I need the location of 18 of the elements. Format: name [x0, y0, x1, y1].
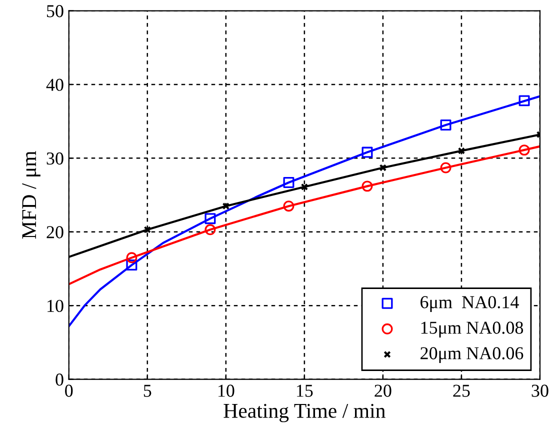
y-tick-label: 10 [48, 300, 64, 312]
y-tick-label: 50 [47, 5, 64, 18]
x-tick-label: 15 [296, 384, 313, 397]
x-tick-label: 0 [65, 384, 73, 397]
legend-label: 20μm NA0.06 [420, 347, 524, 364]
x-tick-label: 30 [532, 384, 548, 397]
y-tick-label: 30 [46, 152, 64, 165]
x-tick-label: 20 [374, 384, 392, 397]
y-axis-title: MFD / μm [22, 150, 40, 239]
x-tick-label: 5 [144, 384, 152, 397]
y-tick-label: 20 [46, 226, 64, 238]
x-tick-label: 25 [453, 384, 470, 397]
y-tick-label: 40 [46, 78, 64, 91]
y-tick-label: 0 [56, 374, 64, 386]
x-tick-label: 10 [218, 384, 234, 397]
legend-label: 6μm NA0.14 [420, 296, 519, 312]
x-axis-title: Heating Time / min [224, 404, 386, 422]
legend-label: 15μm NA0.08 [421, 322, 524, 338]
